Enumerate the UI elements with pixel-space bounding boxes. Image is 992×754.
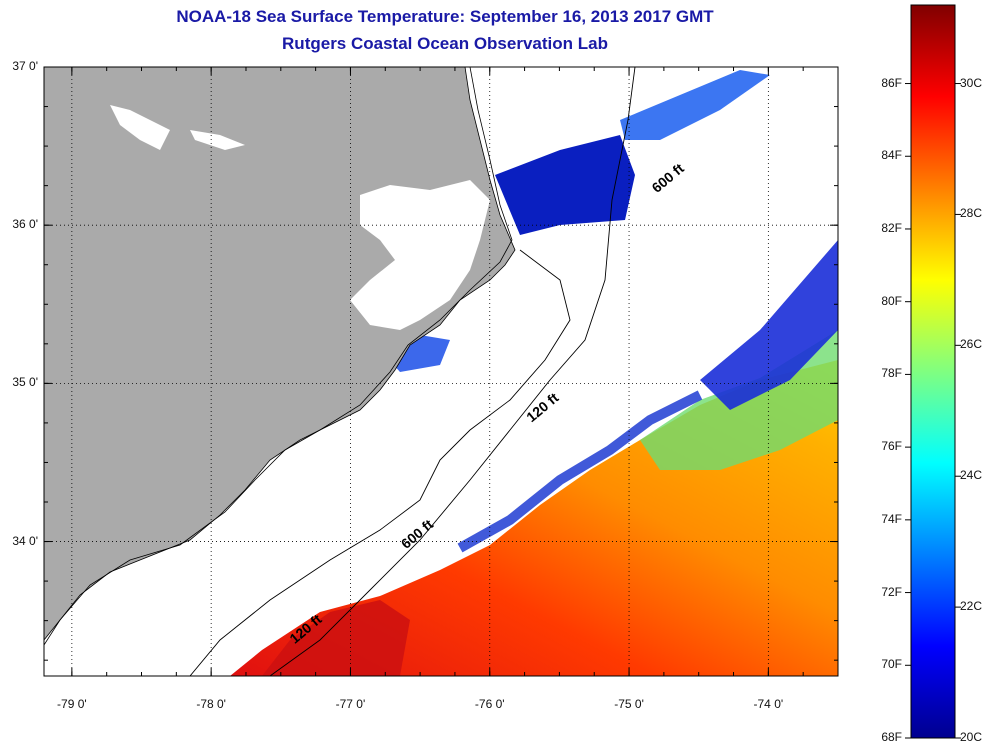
map-border [43, 66, 839, 677]
colorbar-c-label: 24C [960, 468, 983, 483]
colorbar-c-label: 22C [960, 599, 983, 614]
sst-cold-patch-offshore [700, 240, 838, 410]
colorbar-c-label: 26C [960, 337, 983, 352]
map-subtitle: Rutgers Coastal Ocean Observation Lab [282, 34, 608, 53]
map-ticks [44, 66, 839, 676]
lat-tick-label: 37 0' [12, 59, 38, 73]
colorbar-f-label: 76F [881, 439, 902, 454]
colorbar-ramp [910, 4, 956, 739]
lon-tick-label: -77 0' [335, 697, 366, 711]
colorbar-f-label: 80F [881, 293, 902, 308]
lat-tick-label: 34 0' [12, 533, 38, 548]
colorbar-f-label: 84F [881, 148, 902, 163]
sst-edge-fringe [457, 390, 703, 553]
lat-tick-label: 36 0' [12, 217, 38, 232]
colorbar-ticks [905, 83, 961, 739]
lon-tick-label: -74 0' [753, 697, 784, 711]
colorbar-f-label: 68F [881, 730, 902, 744]
sst-cold-patch-north [495, 135, 635, 235]
lon-tick-label: -76 0' [474, 697, 505, 711]
colorbar-c-label: 28C [960, 206, 983, 221]
colorbar-f-label: 78F [881, 366, 902, 381]
colorbar-f-label: 72F [881, 584, 902, 599]
sst-cold-patch-ne [620, 70, 770, 140]
colorbar-f-label: 86F [881, 75, 902, 90]
lon-tick-label: -75 0' [614, 697, 644, 711]
inland-water [110, 105, 170, 150]
sst-hot-core [262, 600, 410, 676]
lon-tick-label: -79 0' [57, 697, 87, 711]
colorbar-f-label: 82F [881, 220, 902, 235]
lat-tick-label: 35 0' [12, 375, 38, 390]
colorbar-c-label: 30C [960, 75, 983, 90]
pamlico-sound [350, 180, 490, 330]
colorbar-f-label: 70F [881, 657, 902, 672]
inland-water-2 [190, 130, 245, 150]
colorbar-f-label: 74F [881, 511, 902, 526]
coastline [44, 67, 513, 646]
depth-contour-120ft [189, 249, 571, 676]
lon-tick-label: -78 0' [196, 697, 226, 711]
map-title: NOAA-18 Sea Surface Temperature: Septemb… [176, 7, 714, 26]
depth-contour-600ft [269, 67, 636, 676]
colorbar-c-label: 20C [960, 730, 983, 744]
sst-cold-sound-south [385, 335, 450, 372]
